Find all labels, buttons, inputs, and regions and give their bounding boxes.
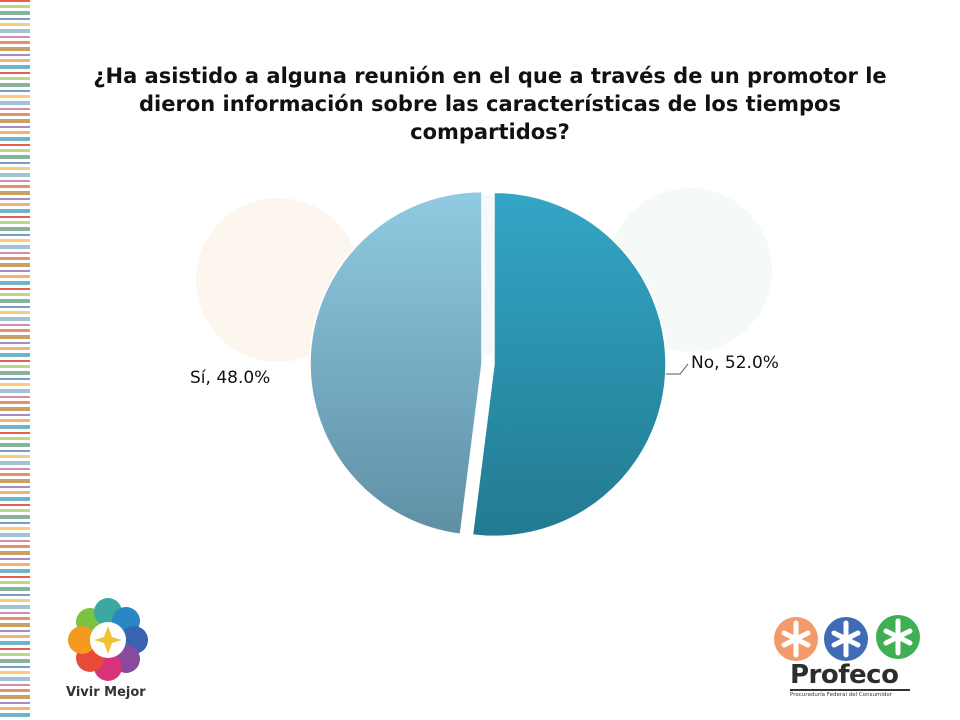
pie-labels: No, 52.0% Sí, 48.0% [190,353,779,388]
chart-title-line-3: compartidos? [410,120,570,144]
vivir-mejor-label: Vivir Mejor [66,685,146,700]
pie-slice-si [309,190,483,536]
chart-title: ¿Ha asistido a alguna reunión en el que … [60,62,920,146]
profeco-divider [790,689,910,691]
pie-slices [309,190,667,538]
background-watermark [196,188,772,362]
pie-slice-no [471,191,667,538]
profeco-name: Profeco [790,660,899,690]
profeco-figures-icon [774,615,920,661]
leader-line-no [666,363,689,375]
profeco-subtitle: Procuraduría Federal del Consumidor [790,692,892,698]
chart-title-line-1: ¿Ha asistido a alguna reunión en el que … [93,64,887,88]
vivir-mejor-logo [68,598,148,681]
chart-title-line-2: dieron información sobre las característ… [139,92,841,116]
data-label-no: No, 52.0% [691,353,779,373]
data-label-si: Sí, 48.0% [190,368,270,388]
decorative-stripe-border [0,0,30,717]
